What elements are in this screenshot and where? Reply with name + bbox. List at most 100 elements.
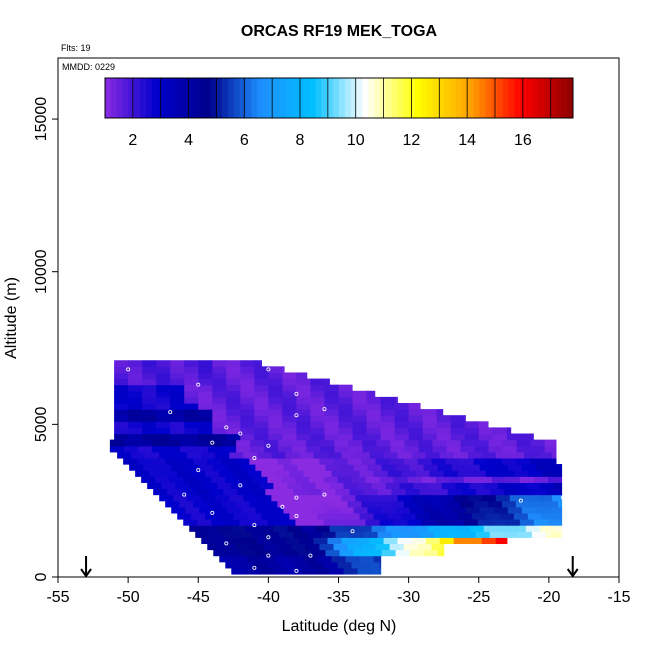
heatmap-cell (361, 543, 377, 551)
heatmap-cell (292, 439, 307, 447)
heatmap-cell (227, 506, 242, 514)
heatmap-cell (303, 470, 319, 477)
colorbar-segment (461, 78, 469, 118)
heatmap-cell (464, 421, 480, 429)
x-tick-label: -40 (257, 589, 280, 606)
colorbar-segment (239, 78, 246, 118)
heatmap-cell (128, 402, 143, 410)
heatmap-cell (297, 464, 313, 471)
heatmap-cell (267, 476, 282, 483)
heatmap-cell (390, 445, 406, 453)
heatmap-cell (143, 464, 158, 471)
heatmap-cell (184, 433, 199, 441)
heatmap-cell (296, 421, 312, 429)
colorbar-segment (344, 78, 352, 118)
heatmap-cell (383, 494, 399, 502)
heatmap-cell (365, 518, 381, 526)
colorbar-segment (216, 78, 223, 118)
heatmap-cell (371, 482, 387, 490)
heatmap-cell (254, 372, 269, 380)
heatmap-cell (348, 439, 363, 447)
heatmap-cell (399, 525, 415, 532)
heatmap-cell (254, 390, 269, 398)
heatmap-cell (516, 439, 532, 447)
heatmap-cell (170, 372, 185, 380)
heatmap-cell (231, 567, 246, 575)
heatmap-cell (212, 415, 227, 422)
heatmap-cell (523, 451, 539, 459)
heatmap-cell (447, 488, 463, 496)
sample-point (252, 455, 257, 460)
heatmap-cell (201, 451, 216, 459)
heatmap-cell (351, 518, 367, 526)
heatmap-cell (321, 488, 337, 496)
x-tick-label: -35 (327, 589, 350, 606)
heatmap-cell (269, 549, 284, 557)
heatmap-cell (170, 360, 185, 367)
plot-area (109, 360, 572, 575)
heatmap-cell (183, 476, 198, 483)
heatmap-cell (240, 372, 255, 380)
heatmap-cell (181, 488, 196, 496)
heatmap-cell (299, 451, 315, 459)
heatmap-cell (401, 512, 417, 520)
heatmap-cell (481, 537, 497, 545)
heatmap-cell (353, 506, 369, 514)
sample-point (322, 492, 327, 497)
heatmap-cell (389, 543, 405, 551)
heatmap-cell (123, 457, 138, 465)
heatmap-cell (357, 567, 373, 575)
heatmap-cell (541, 470, 557, 477)
heatmap-cell (544, 439, 557, 447)
sample-point (294, 513, 299, 518)
colorbar-segment (257, 78, 264, 118)
heatmap-cell (313, 494, 329, 502)
heatmap-cell (156, 396, 171, 404)
heatmap-cell (114, 415, 129, 422)
heatmap-cell (282, 433, 298, 441)
heatmap-cell (352, 402, 368, 410)
colorbar-segment (555, 78, 562, 118)
heatmap-cell (184, 396, 199, 404)
heatmap-cell (433, 531, 449, 538)
heatmap-cell (236, 445, 251, 453)
heatmap-cell (553, 525, 563, 532)
sample-point (238, 483, 243, 488)
heatmap-cell (469, 525, 485, 532)
heatmap-cell (215, 537, 230, 545)
heatmap-cell (296, 409, 312, 416)
heatmap-cell (184, 415, 199, 422)
heatmap-cell (483, 482, 499, 490)
heatmap-cell (467, 451, 483, 459)
heatmap-cell (363, 488, 379, 496)
heatmap-cell (282, 421, 298, 429)
colorbar-segment (520, 78, 527, 118)
x-axis: -55 -50 -45 -40 -35 -30 -25 -20 -15 (46, 577, 631, 606)
heatmap-cell (156, 384, 171, 392)
sample-point (322, 407, 327, 412)
heatmap-cell (171, 506, 186, 514)
heatmap-cell (165, 445, 181, 453)
heatmap-cell (415, 512, 431, 520)
heatmap-cell (128, 384, 143, 392)
heatmap-cell (375, 543, 391, 551)
heatmap-cell (163, 470, 178, 477)
heatmap-cell (268, 390, 283, 398)
heatmap-cell (240, 390, 255, 398)
heatmap-cell (142, 378, 157, 386)
heatmap-cell (391, 531, 407, 538)
heatmap-cell (128, 433, 143, 441)
colorbar-segment (145, 78, 153, 118)
heatmap-cell (381, 549, 397, 557)
heatmap-cell (511, 525, 527, 532)
sample-point (224, 425, 229, 430)
heatmap-cell (165, 500, 180, 508)
colorbar-segment (379, 78, 387, 118)
heatmap-cell (282, 402, 298, 410)
heatmap-cell (296, 433, 312, 441)
heatmap-cell (499, 470, 515, 477)
heatmap-cell (268, 384, 283, 392)
heatmap-cell (464, 433, 480, 441)
heatmap-cell (425, 451, 441, 459)
heatmap-cell (359, 512, 375, 520)
